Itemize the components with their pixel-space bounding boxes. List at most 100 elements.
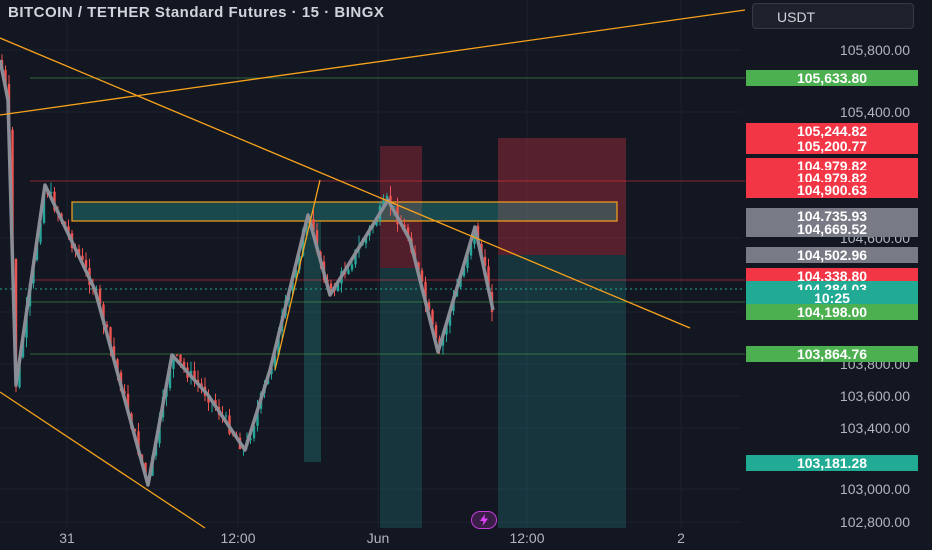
price-label: 104,735.93 xyxy=(746,208,918,224)
candle-body xyxy=(98,288,102,305)
candle-body xyxy=(277,331,280,356)
candle-body xyxy=(249,438,252,440)
price-tick: 103,600.00 xyxy=(839,388,910,404)
price-label: 103,181.28 xyxy=(746,455,918,471)
candle-body xyxy=(315,230,319,252)
candle-body xyxy=(301,229,305,256)
candle-body xyxy=(200,383,203,387)
trend-line xyxy=(0,37,691,329)
candle-body xyxy=(431,310,434,326)
candle-body xyxy=(84,260,88,268)
price-label: 104,900.63 xyxy=(746,182,918,198)
price-label: 104,669.52 xyxy=(746,221,918,237)
time-tick: 31 xyxy=(59,530,75,546)
candle-body xyxy=(102,304,105,325)
time-tick: 2 xyxy=(677,530,685,546)
candle-body xyxy=(427,302,431,311)
zigzag-line xyxy=(0,59,495,487)
trend-line xyxy=(0,9,746,116)
candle-body xyxy=(462,268,466,276)
candle-body xyxy=(168,368,172,389)
currency-selector-button[interactable]: USDT xyxy=(752,3,914,29)
candle-body xyxy=(252,425,256,439)
position-target-zone xyxy=(498,255,626,528)
candle-body xyxy=(392,206,396,208)
replay-lightning-button[interactable] xyxy=(471,511,497,529)
candle-body xyxy=(354,249,357,265)
candle-body xyxy=(49,191,53,195)
candle-body xyxy=(473,225,476,245)
candle-body xyxy=(4,69,7,84)
candle-body xyxy=(193,370,196,380)
candle-body xyxy=(350,264,354,270)
candle-body xyxy=(175,354,179,356)
price-label: 105,633.80 xyxy=(746,70,918,86)
candle-body xyxy=(466,255,469,269)
candle-body xyxy=(172,354,175,369)
time-tick: 12:00 xyxy=(509,530,545,546)
candle-body xyxy=(179,354,182,362)
candle-body xyxy=(424,281,427,303)
candle-body xyxy=(116,359,119,373)
candle-body xyxy=(336,283,340,292)
candle-body xyxy=(112,346,116,360)
candle-body xyxy=(207,395,210,403)
candle-body xyxy=(67,226,70,234)
price-tick: 105,800.00 xyxy=(839,42,910,58)
trend-line xyxy=(274,179,321,371)
candle-body xyxy=(375,221,378,226)
candle-body xyxy=(420,270,424,282)
candle-body xyxy=(312,219,315,231)
candle-body xyxy=(298,255,301,270)
candle-body xyxy=(445,325,448,335)
position-stop-zone xyxy=(498,138,626,255)
time-tick: Jun xyxy=(366,530,390,546)
price-tick: 103,000.00 xyxy=(839,481,910,497)
candle-body xyxy=(105,324,109,328)
candle-body xyxy=(182,361,186,368)
trend-line xyxy=(0,391,206,529)
candle-body xyxy=(42,192,46,223)
candle-body xyxy=(417,262,420,271)
candle-body xyxy=(109,327,112,347)
position-target-zone xyxy=(380,268,422,528)
candle-body xyxy=(81,255,84,261)
candle-body xyxy=(448,310,452,326)
price-label: 104,338.80 xyxy=(746,268,918,284)
price-label: 103,864.76 xyxy=(746,346,918,362)
candle-body xyxy=(39,222,42,243)
price-tick: 103,400.00 xyxy=(839,420,910,436)
price-tick: 105,400.00 xyxy=(839,104,910,120)
candle-body xyxy=(224,415,228,417)
price-tick: 102,800.00 xyxy=(839,514,910,530)
candle-body xyxy=(434,325,438,339)
supply-rectangle xyxy=(71,201,618,222)
candle-body xyxy=(133,428,137,432)
price-label: 104,502.96 xyxy=(746,247,918,263)
candle-body xyxy=(385,195,389,201)
candle-body xyxy=(137,431,140,455)
position-target-zone xyxy=(304,222,321,462)
time-tick: 12:00 xyxy=(220,530,256,546)
price-label: 10:25 xyxy=(746,290,918,306)
candle-body xyxy=(126,393,130,414)
price-label: 105,244.82 xyxy=(746,123,918,139)
candle-body xyxy=(382,200,385,207)
candle-body xyxy=(347,269,350,274)
candle-body xyxy=(403,224,406,228)
price-label: 105,200.77 xyxy=(746,138,918,154)
candle-body xyxy=(294,269,298,279)
candle-body xyxy=(469,244,473,256)
candle-body xyxy=(256,408,259,426)
candle-body xyxy=(11,129,14,260)
lightning-icon xyxy=(480,514,488,526)
candle-body xyxy=(273,355,277,368)
price-label: 104,198.00 xyxy=(746,304,918,320)
candle-body xyxy=(364,235,368,244)
candle-body xyxy=(329,283,333,289)
candle-body xyxy=(487,266,490,293)
candle-body xyxy=(483,256,487,267)
symbol-title: BITCOIN / TETHER Standard Futures · 15 ·… xyxy=(8,4,385,21)
